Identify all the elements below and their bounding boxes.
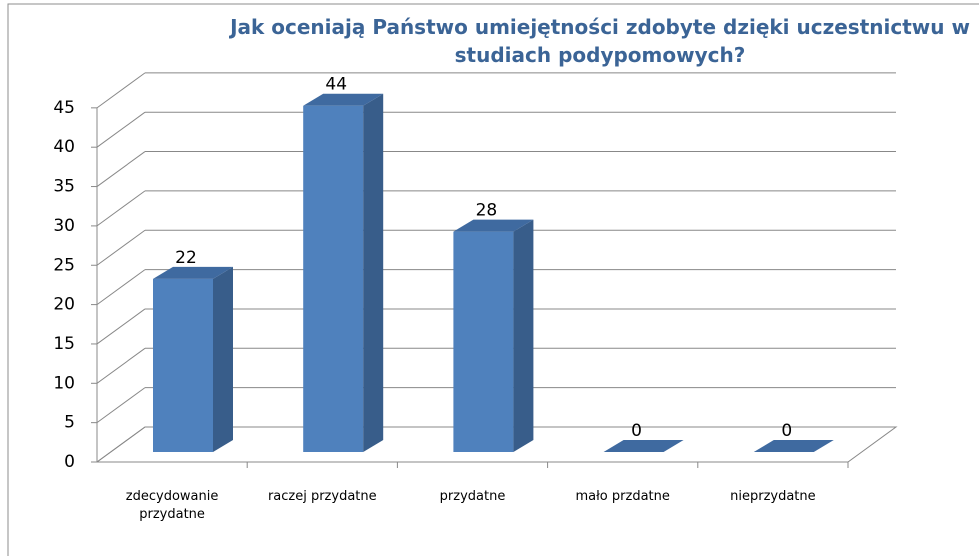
bar	[453, 219, 534, 452]
x-tick-label: przydatne	[439, 489, 506, 504]
bar-face	[153, 278, 213, 452]
data-label: 0	[781, 421, 792, 441]
chart-title: studiach podypomowych?	[455, 43, 746, 67]
bar-face	[603, 440, 684, 452]
bar	[753, 440, 834, 452]
data-label: 0	[631, 421, 642, 441]
bar-face	[753, 440, 834, 452]
grid-line	[96, 229, 146, 266]
y-tick-label: 35	[53, 177, 75, 197]
bar-face	[453, 219, 534, 232]
bar-face	[153, 266, 233, 279]
grid-line	[96, 190, 146, 227]
bar-face	[453, 231, 514, 452]
y-tick-label: 20	[53, 295, 75, 315]
grid-line	[96, 269, 146, 306]
bar-face	[213, 266, 233, 452]
bar-face	[303, 105, 364, 452]
x-tick-label: zdecydowanie przydatne	[125, 489, 219, 522]
grid-line	[96, 72, 146, 109]
data-label: 28	[476, 201, 498, 221]
y-tick-label: 25	[53, 255, 75, 275]
bar-face	[363, 93, 384, 452]
y-tick-label: 10	[53, 373, 75, 393]
data-label: 44	[325, 75, 347, 95]
y-tick-label: 15	[53, 334, 75, 354]
grid-line	[96, 387, 146, 424]
x-tick-label: nieprzydatne	[730, 489, 816, 504]
grid-line	[96, 151, 146, 187]
bar	[153, 266, 233, 452]
x-tick-label: raczej przydatne	[267, 489, 377, 504]
grid-line	[96, 347, 146, 384]
y-tick-label: 45	[53, 98, 75, 118]
data-label: 22	[175, 248, 197, 268]
bar	[303, 93, 384, 452]
bar-face	[513, 219, 534, 452]
y-tick-label: 30	[53, 216, 75, 236]
grid-line	[96, 426, 146, 463]
y-tick-label: 0	[64, 452, 75, 472]
x-tick-label: mało przdatne	[575, 489, 670, 504]
y-tick-label: 40	[53, 137, 75, 157]
y-tick-label: 5	[64, 413, 75, 433]
grid-line	[96, 308, 146, 345]
grid-line	[96, 111, 146, 148]
bar-face	[303, 93, 384, 106]
chart-title: Jak oceniają Państwo umiejętności zdobyt…	[228, 15, 970, 39]
bar	[603, 440, 684, 452]
